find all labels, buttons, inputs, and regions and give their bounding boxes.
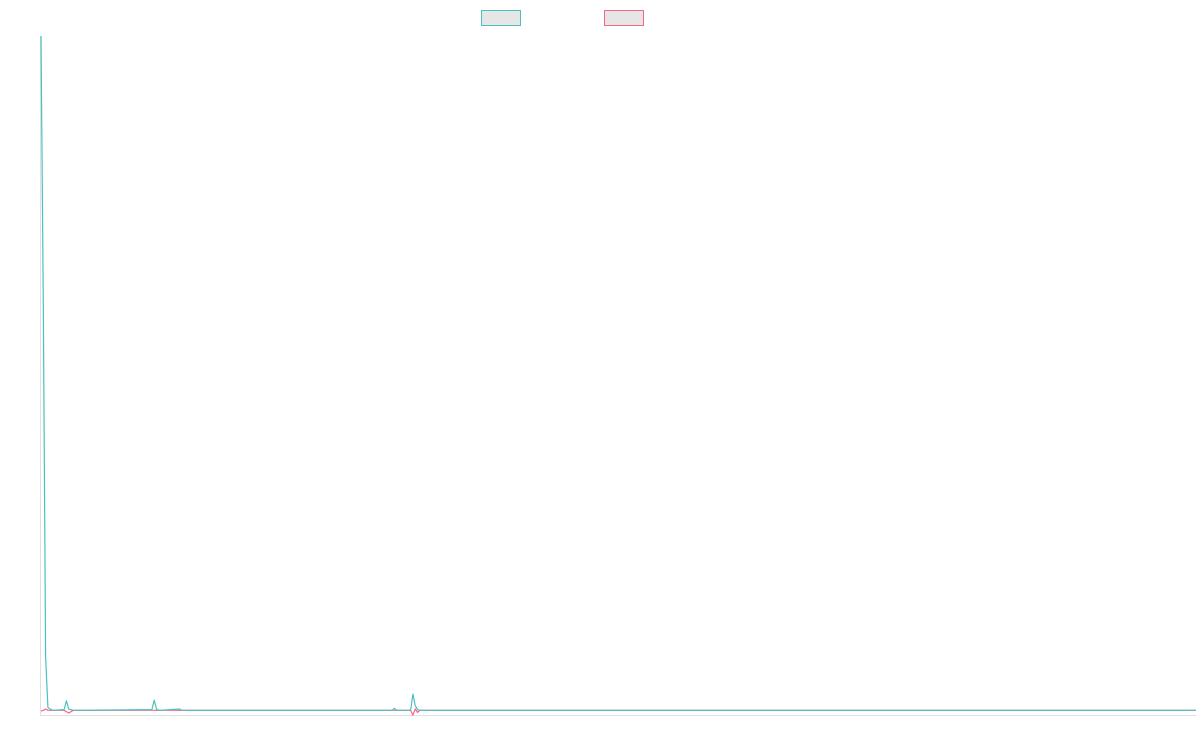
- series-line-2: [40, 708, 1196, 716]
- legend-item-series-1[interactable]: [481, 10, 521, 26]
- legend-item-series-2[interactable]: [604, 10, 644, 26]
- series-layer: [40, 35, 1196, 716]
- series-line-1: [40, 35, 1196, 711]
